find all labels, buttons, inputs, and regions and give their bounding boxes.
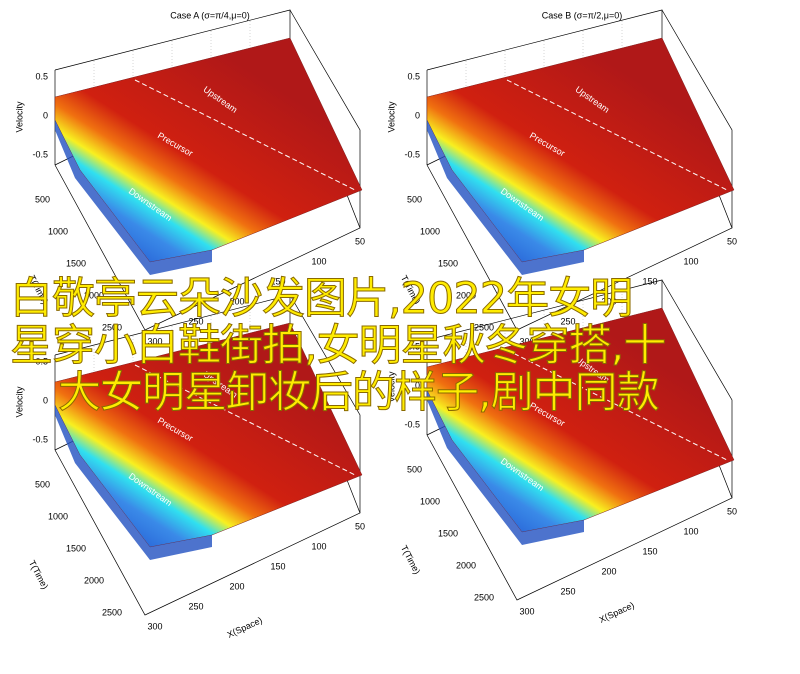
time-tick-label: 2500 (474, 322, 494, 332)
velocity-tick-label: -0.5 (32, 434, 48, 444)
surface (54, 37, 363, 263)
time-tick-label: 500 (35, 479, 50, 489)
velocity-tick-label: 0.5 (407, 71, 420, 81)
space-tick-label: 150 (642, 276, 657, 286)
boundary-line (506, 349, 728, 461)
time-tick-label: 1000 (48, 226, 68, 236)
space-tick-label: 300 (519, 606, 534, 616)
space-tick-label: 50 (355, 236, 365, 246)
time-tick-label: 1500 (438, 258, 458, 268)
surface-front (55, 405, 212, 560)
space-tick-label: 200 (601, 296, 616, 306)
space-tick-label: 250 (560, 316, 575, 326)
axis-frame (289, 9, 361, 228)
time-tick-label: 1500 (66, 543, 86, 553)
time-tick-label: 1500 (66, 258, 86, 268)
space-tick-label: 50 (727, 506, 737, 516)
space-tick-label: 150 (270, 276, 285, 286)
time-tick-label: 500 (407, 194, 422, 204)
panel-title: Case A (σ=π/4,μ=0) (170, 10, 250, 20)
axis-label: Velocity (386, 101, 396, 133)
velocity-tick-label: -0.5 (404, 149, 420, 159)
time-tick-label: 1000 (420, 226, 440, 236)
velocity-tick-label: 0 (43, 395, 48, 405)
space-tick-label: 100 (683, 256, 698, 266)
space-tick-label: 300 (519, 336, 534, 346)
axis-frame (289, 294, 361, 513)
surface (426, 37, 735, 263)
axis-label: X(Space) (598, 600, 636, 625)
space-tick-label: 200 (601, 566, 616, 576)
time-tick-label: 1000 (48, 511, 68, 521)
surface-front (427, 120, 584, 275)
space-tick-label: 150 (270, 561, 285, 571)
space-tick-label: 200 (229, 296, 244, 306)
panel: UpstreamPrecursorDownstreamVelocityT(Tim… (14, 294, 365, 640)
time-tick-label: 1000 (420, 496, 440, 506)
velocity-tick-label: 0 (43, 110, 48, 120)
velocity-tick-label: -0.5 (32, 149, 48, 159)
space-tick-label: 50 (727, 236, 737, 246)
overlay-line: 大女明星卸妆后的样子,剧中同款 (58, 368, 661, 418)
axis-frame (661, 279, 733, 498)
velocity-tick-label: 0.5 (35, 71, 48, 81)
time-tick-label: 2500 (102, 607, 122, 617)
axis-label: T(Time) (27, 559, 50, 591)
space-tick-label: 300 (147, 621, 162, 631)
space-tick-label: 50 (355, 521, 365, 531)
boundary-line (134, 364, 356, 476)
panel: UpstreamPrecursorDownstreamVelocityT(Tim… (386, 279, 737, 625)
space-tick-label: 150 (642, 546, 657, 556)
space-tick-label: 100 (311, 541, 326, 551)
time-tick-label: 2500 (102, 322, 122, 332)
axis-label: T(Time) (399, 544, 422, 576)
time-tick-label: 2000 (84, 575, 104, 585)
space-tick-label: 250 (188, 316, 203, 326)
space-tick-label: 250 (188, 601, 203, 611)
axis-label: Velocity (14, 101, 24, 133)
velocity-tick-label: 0.5 (407, 341, 420, 351)
time-tick-label: 1500 (438, 528, 458, 538)
time-tick-label: 2000 (456, 290, 476, 300)
surface-front (427, 390, 584, 545)
time-tick-label: 2000 (456, 560, 476, 570)
surface-front (55, 120, 212, 275)
time-tick-label: 2000 (84, 290, 104, 300)
velocity-tick-label: 0.5 (35, 356, 48, 366)
overlay-line: 白敬亭云朵沙发图片,2022年女明 (10, 274, 634, 324)
velocity-tick-label: 0 (415, 380, 420, 390)
velocity-tick-label: -0.5 (404, 419, 420, 429)
overlay-line: 星穿小白鞋街拍,女明星秋冬穿搭,十 (10, 321, 667, 371)
time-tick-label: 2500 (474, 592, 494, 602)
axis-frame (661, 9, 733, 228)
space-tick-label: 300 (147, 336, 162, 346)
time-tick-label: 500 (407, 464, 422, 474)
boundary-line (134, 79, 356, 191)
panel-title: Case B (σ=π/2,μ=0) (542, 10, 622, 20)
velocity-tick-label: 0 (415, 110, 420, 120)
axis-label: Velocity (14, 386, 24, 418)
boundary-line (506, 79, 728, 191)
axis-label: X(Space) (226, 615, 264, 640)
space-tick-label: 100 (311, 256, 326, 266)
space-tick-label: 200 (229, 581, 244, 591)
space-tick-label: 250 (560, 586, 575, 596)
axis-label: Velocity (386, 371, 396, 403)
space-tick-label: 100 (683, 526, 698, 536)
time-tick-label: 500 (35, 194, 50, 204)
